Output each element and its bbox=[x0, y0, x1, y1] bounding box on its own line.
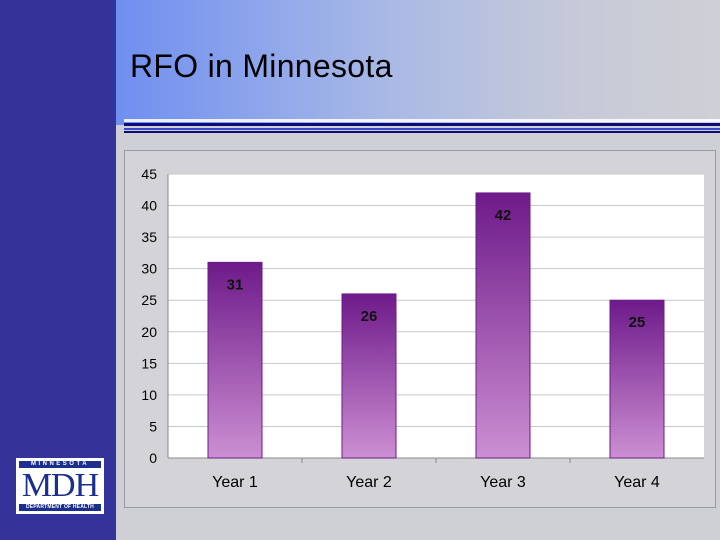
bar-data-label: 31 bbox=[227, 276, 244, 293]
x-tick-label: Year 2 bbox=[346, 474, 392, 491]
y-axis-tick-labels: 0 5 10 15 20 25 30 35 40 45 bbox=[141, 166, 157, 466]
x-tick-label: Year 4 bbox=[614, 474, 660, 491]
mdh-logo: MINNESOTA MDH DEPARTMENT OF HEALTH bbox=[16, 458, 104, 514]
bar bbox=[475, 192, 531, 459]
logo-top-text: MINNESOTA bbox=[19, 461, 101, 468]
slide-title: RFO in Minnesota bbox=[130, 48, 393, 84]
logo-bottom-text: DEPARTMENT OF HEALTH bbox=[19, 504, 101, 511]
title-rule-mid bbox=[124, 128, 720, 130]
header-gradient-band bbox=[116, 0, 720, 125]
bar-data-label: 26 bbox=[361, 308, 378, 325]
y-tick-label: 30 bbox=[141, 261, 157, 277]
y-tick-label: 20 bbox=[141, 324, 157, 340]
y-tick-label: 45 bbox=[141, 166, 157, 182]
title-rule-bottom bbox=[124, 131, 720, 133]
y-tick-label: 10 bbox=[141, 387, 157, 403]
logo-main-text: MDH bbox=[21, 467, 99, 504]
y-tick-label: 35 bbox=[141, 229, 157, 245]
y-tick-label: 25 bbox=[141, 292, 157, 308]
bar bbox=[609, 299, 665, 459]
bar bbox=[341, 293, 397, 459]
data-labels: 31 26 42 25 bbox=[227, 207, 646, 331]
bars bbox=[207, 192, 665, 459]
title-rule-highlight bbox=[124, 119, 720, 122]
left-sidebar-band bbox=[0, 0, 116, 540]
title-rule-dark bbox=[124, 123, 720, 126]
y-tick-label: 0 bbox=[149, 450, 157, 466]
x-axis-tick-labels: Year 1 Year 2 Year 3 Year 4 bbox=[212, 474, 660, 491]
x-tick-label: Year 3 bbox=[480, 474, 526, 491]
y-tick-label: 40 bbox=[141, 198, 157, 214]
y-tick-label: 5 bbox=[149, 418, 157, 434]
x-tick-label: Year 1 bbox=[212, 474, 258, 491]
y-tick-label: 15 bbox=[141, 355, 157, 371]
bar bbox=[207, 261, 263, 459]
bar-data-label: 42 bbox=[495, 207, 512, 224]
bar-data-label: 25 bbox=[629, 314, 646, 331]
